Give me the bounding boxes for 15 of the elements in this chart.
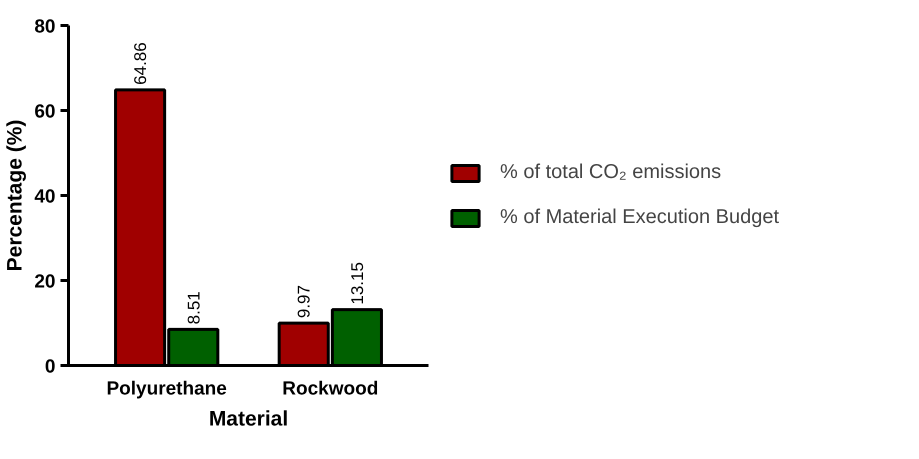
legend-label: % of Material Execution Budget	[500, 206, 780, 229]
data-label: 9.97	[294, 285, 314, 318]
y-tick-label: 60	[34, 102, 56, 122]
x-tick-label: Rockwood	[282, 378, 378, 400]
y-tick-label: 0	[44, 356, 56, 378]
y-tick-label: 80	[34, 16, 56, 38]
y-tick-label: 40	[34, 186, 56, 208]
y-axis-title: Percentage (%)	[3, 120, 26, 272]
data-label: 8.51	[184, 291, 204, 324]
y-tick-label: 20	[34, 272, 56, 292]
x-axis-title: Material	[208, 408, 288, 430]
data-label: 64.86	[131, 42, 150, 85]
data-label: 13.15	[348, 262, 367, 305]
legend-label: % of total CO₂ emissions	[500, 161, 722, 184]
x-tick-label: Polyurethane	[106, 378, 227, 400]
